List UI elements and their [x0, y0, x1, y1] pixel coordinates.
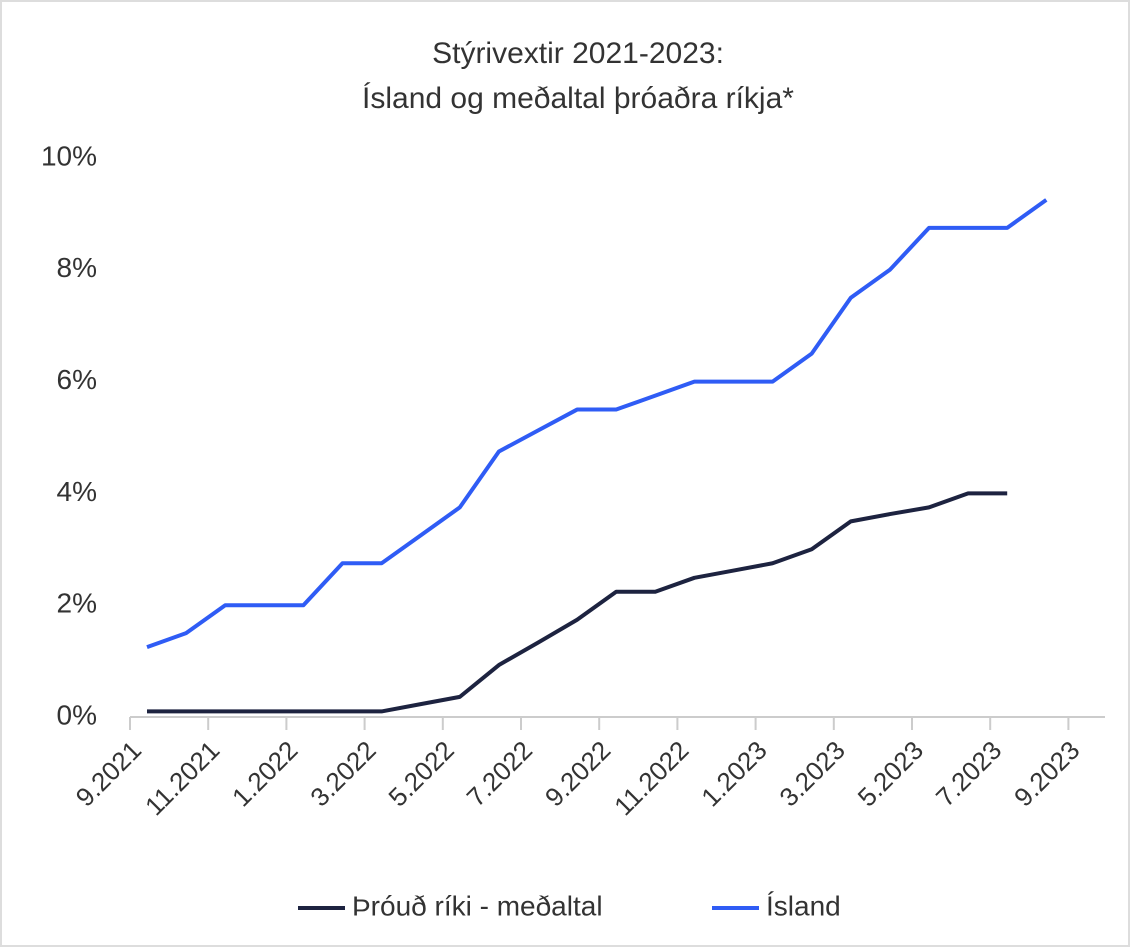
y-tick-label: 10%	[41, 140, 97, 171]
y-tick-label: 8%	[57, 252, 97, 283]
chart-subtitle: Ísland og meðaltal þróaðra ríkja*	[362, 82, 794, 115]
y-tick-label: 6%	[57, 364, 97, 395]
series-line	[146, 198, 1048, 650]
series-line	[147, 491, 1008, 714]
y-tick-label: 4%	[57, 476, 97, 507]
legend-label: Ísland	[766, 890, 841, 921]
chart-title: Stýrivextir 2021-2023:	[432, 37, 724, 70]
y-tick-label: 2%	[57, 588, 97, 619]
legend-label: Þróuð ríki - meðaltal	[352, 890, 603, 921]
y-tick-label: 0%	[57, 699, 97, 730]
